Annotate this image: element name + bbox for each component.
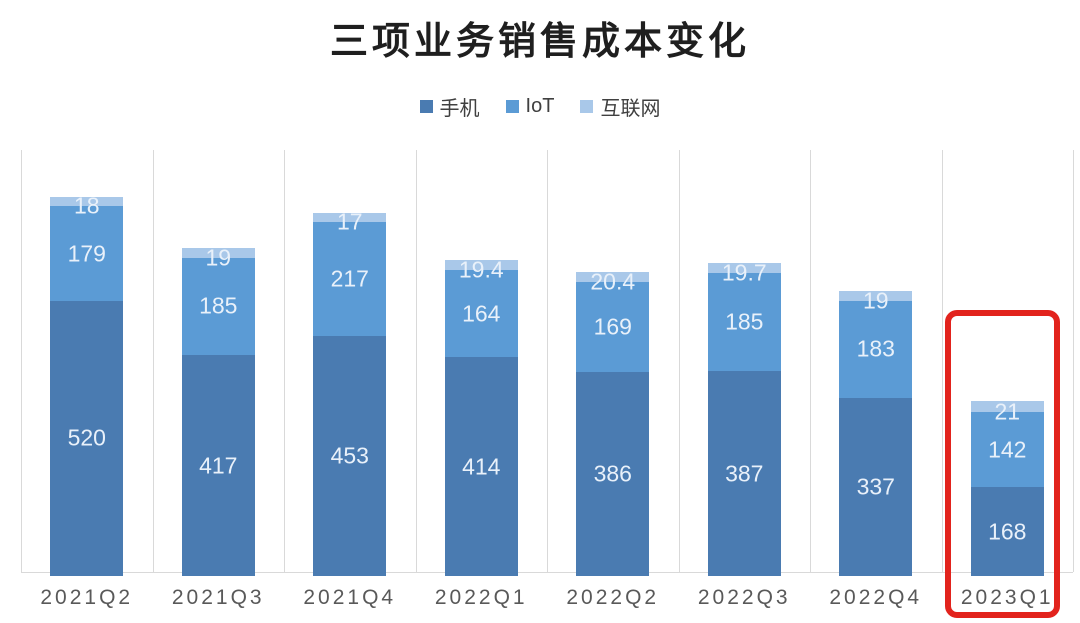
- x-axis-label: 2021Q3: [171, 586, 265, 609]
- gridline: [415, 150, 417, 572]
- x-axis-label: 2021Q4: [303, 586, 397, 609]
- bar-segment-iot-2022Q1: 164: [444, 270, 518, 357]
- segment-value-label: 19: [205, 244, 232, 271]
- plot-area: 520 179 18 417 185 19 453 217 17 414 164 19.4 386 169…: [0, 150, 1080, 576]
- segment-value-label: 453: [330, 442, 369, 469]
- bar-segment-internet-2022Q3: [707, 263, 781, 274]
- segment-value-label: 386: [593, 460, 632, 487]
- x-axis-label: 2022Q3: [697, 586, 791, 609]
- legend-item-internet: 互联网: [580, 92, 660, 121]
- segment-value-label: 520: [67, 424, 106, 451]
- gridline: [941, 150, 943, 572]
- segment-value-label: 19.4: [458, 256, 504, 283]
- segment-value-label: 179: [67, 240, 106, 267]
- gridline: [810, 150, 811, 572]
- legend-swatch-phone: [419, 100, 433, 113]
- gridline: [547, 150, 548, 572]
- x-axis-label: 2023Q1: [960, 586, 1054, 609]
- bar-segment-iot-2022Q4: 183: [839, 300, 913, 398]
- bar-segment-internet-2022Q2: [576, 271, 650, 283]
- x-axis-label: 2022Q2: [566, 586, 660, 609]
- segment-value-label: 19: [862, 287, 889, 314]
- bar-segment-internet-2022Q1: [444, 260, 518, 271]
- gridline: [284, 150, 285, 572]
- segment-value-label: 19.7: [721, 259, 767, 286]
- bar-segment-phone-2023Q1: 168: [970, 487, 1044, 576]
- bar-segment-phone-2022Q2: 386: [576, 371, 650, 576]
- x-axis-label: 2021Q2: [40, 586, 134, 609]
- segment-value-label: 20.4: [590, 268, 636, 295]
- segment-value-label: 185: [199, 292, 238, 319]
- segment-value-label: 414: [462, 453, 501, 479]
- bar-segment-phone-2021Q4: 453: [313, 336, 387, 576]
- x-axis-line: [21, 572, 1073, 573]
- legend-swatch-iot: [505, 100, 519, 113]
- gridline: [21, 150, 22, 572]
- bar-segment-phone-2022Q4: 337: [839, 397, 913, 576]
- bar-segment-internet-2021Q4: [313, 212, 387, 222]
- bar-segment-iot-2022Q3: 185: [707, 273, 781, 372]
- bar-segment-internet-2021Q3: [181, 247, 255, 258]
- legend: 手机 IoT 互联网: [0, 92, 1080, 121]
- segment-value-label: 169: [593, 313, 632, 340]
- bar-segment-internet-2021Q2: [50, 196, 124, 207]
- legend-label-iot: IoT: [525, 95, 555, 117]
- legend-item-iot: IoT: [505, 95, 555, 118]
- segment-value-label: 337: [856, 473, 895, 500]
- bar-segment-phone-2022Q3: 387: [707, 371, 781, 576]
- gridline: [1073, 150, 1074, 572]
- segment-value-label: 164: [462, 300, 501, 327]
- bar-segment-iot-2023Q1: 142: [970, 412, 1044, 488]
- highlight-box-2023q1: [945, 310, 1060, 618]
- gridline: [152, 150, 154, 572]
- x-axis-label: 2022Q4: [829, 586, 923, 609]
- chart-title: 三项业务销售成本变化: [329, 21, 750, 63]
- bar-segment-internet-2023Q1: [970, 400, 1044, 413]
- segment-value-label: 417: [199, 452, 238, 479]
- segment-value-label: 217: [330, 265, 369, 292]
- bar-segment-phone-2022Q1: 414: [444, 357, 518, 576]
- legend-label-phone: 手机: [439, 98, 480, 120]
- segment-value-label: 185: [725, 308, 764, 335]
- bar-segment-internet-2022Q4: [839, 290, 913, 301]
- bar-segment-phone-2021Q2: 520: [50, 300, 124, 576]
- gridline: [678, 150, 680, 572]
- bar-segment-iot-2021Q2: 179: [50, 206, 124, 301]
- legend-label-internet: 互联网: [600, 98, 661, 120]
- legend-swatch-internet: [580, 100, 594, 113]
- segment-value-label: 168: [988, 518, 1027, 545]
- bar-segment-phone-2021Q3: 417: [181, 355, 255, 576]
- segment-value-label: 183: [856, 335, 895, 362]
- segment-value-label: 387: [725, 460, 764, 487]
- bar-segment-iot-2021Q3: 185: [181, 257, 255, 356]
- segment-value-label: 142: [988, 436, 1027, 463]
- x-axis-label: 2022Q1: [434, 586, 528, 609]
- segment-value-label: 17: [336, 208, 363, 235]
- segment-value-label: 21: [994, 398, 1021, 425]
- bar-segment-iot-2022Q2: 169: [576, 282, 650, 372]
- segment-value-label: 18: [73, 192, 100, 219]
- legend-item-phone: 手机: [419, 92, 480, 121]
- bar-segment-iot-2021Q4: 217: [313, 221, 387, 337]
